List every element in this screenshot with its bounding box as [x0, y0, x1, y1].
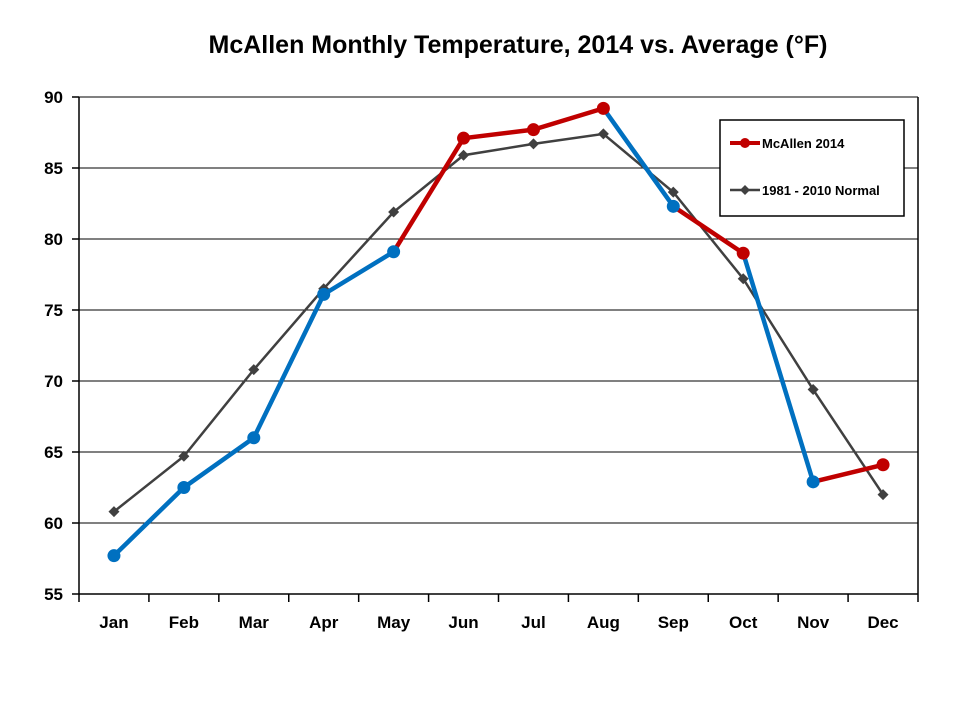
normal-point: [458, 149, 470, 161]
mcallen-2014-point: [596, 101, 610, 115]
normal-point: [388, 206, 400, 218]
mcallen-2014-segment: [111, 485, 187, 558]
y-tick-label: 85: [44, 159, 63, 178]
x-tick-label: Dec: [867, 613, 898, 632]
y-tick-label: 80: [44, 230, 63, 249]
mcallen-2014-point: [457, 131, 471, 145]
normal-point: [248, 364, 260, 376]
normal-point: [807, 384, 819, 396]
x-tick-label: Jun: [448, 613, 478, 632]
x-tick-label: Oct: [729, 613, 758, 632]
x-tick-label: Aug: [587, 613, 620, 632]
mcallen-2014-point: [666, 199, 680, 213]
x-tick-label: Apr: [309, 613, 339, 632]
series-mcallen-2014: [107, 101, 890, 563]
normal-point: [737, 273, 749, 285]
x-tick-label: Jul: [521, 613, 546, 632]
mcallen-2014-segment: [181, 435, 257, 490]
normal-point: [667, 186, 679, 198]
y-tick-label: 75: [44, 301, 63, 320]
x-tick-label: Sep: [658, 613, 689, 632]
x-tick-label: Nov: [797, 613, 830, 632]
x-tick-label: Mar: [239, 613, 270, 632]
mcallen-2014-point: [317, 287, 331, 301]
y-tick-label: 70: [44, 372, 63, 391]
normal-point: [178, 450, 190, 462]
mcallen-2014-segment: [251, 292, 326, 441]
x-tick-label: Feb: [169, 613, 199, 632]
y-tick-label: 65: [44, 443, 63, 462]
normal-point: [527, 138, 539, 150]
gridlines: [79, 96, 918, 524]
x-tick-label: Jan: [99, 613, 128, 632]
mcallen-2014-segment: [391, 135, 466, 255]
mcallen-2014-segment: [461, 127, 536, 141]
normal-point: [597, 128, 609, 140]
legend-marker-normal: [740, 185, 750, 195]
chart-title: McAllen Monthly Temperature, 2014 vs. Av…: [209, 31, 828, 59]
mcallen-2014-segment: [321, 249, 396, 297]
mcallen-2014-point: [247, 431, 261, 445]
x-tick-label: May: [377, 613, 411, 632]
mcallen-2014-point: [107, 549, 121, 563]
mcallen-2014-segment: [531, 106, 606, 132]
mcallen-2014-point: [876, 458, 890, 472]
legend-box: [719, 119, 905, 217]
legend-label-mcallen-2014: McAllen 2014: [762, 136, 845, 151]
mcallen-2014-segment: [671, 204, 746, 256]
mcallen-2014-point: [526, 123, 540, 137]
y-tick-label: 60: [44, 514, 63, 533]
mcallen-2014-point: [177, 481, 191, 494]
legend-marker-mcallen-2014: [740, 138, 750, 148]
normal-point: [877, 489, 889, 501]
mcallen-2014-segment: [740, 250, 816, 485]
y-axis-ticks: 55 60 65 70 75 80 85 90: [44, 88, 79, 604]
mcallen-2014-segment: [810, 462, 886, 485]
mcallen-2014-point: [387, 245, 401, 259]
mcallen-2014-segment: [601, 106, 676, 209]
mcallen-2014-point: [806, 475, 820, 489]
legend-label-normal: 1981 - 2010 Normal: [762, 183, 880, 198]
normal-point: [108, 506, 120, 518]
y-tick-label: 90: [44, 88, 63, 107]
x-axis-ticks: Jan Feb Mar Apr May Jun Jul Aug Sep Oct Nov Dec: [78, 594, 919, 632]
legend: McAllen 2014 1981 - 2010 Normal: [719, 119, 905, 217]
mcallen-2014-point: [736, 246, 750, 260]
y-tick-label: 55: [44, 585, 63, 604]
